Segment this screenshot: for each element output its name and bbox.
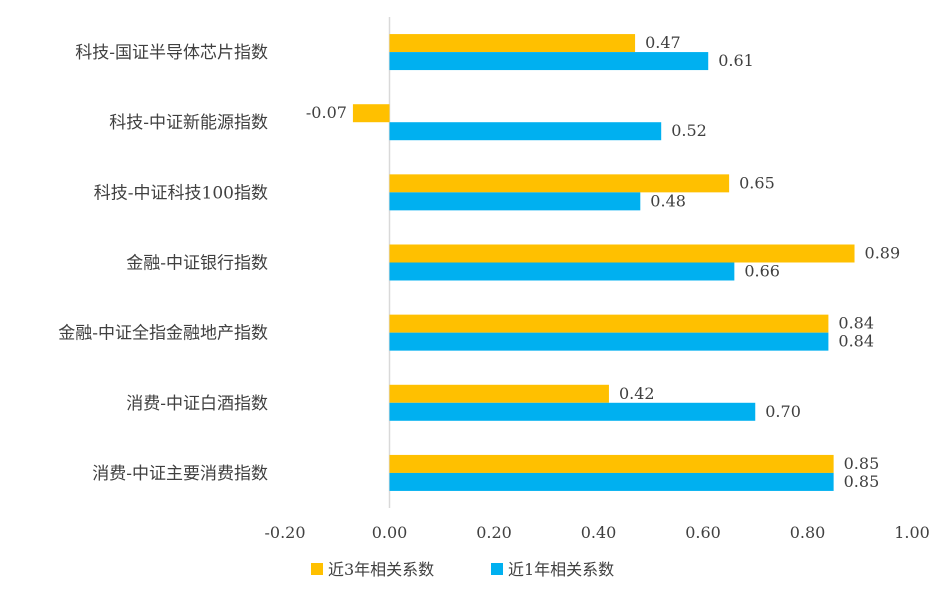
category-label: 消费-中证白酒指数 xyxy=(126,394,268,414)
x-tick-labels: -0.20 0.00 0.20 0.40 0.60 0.80 1.00 xyxy=(264,523,929,542)
data-label-series-2: 0.70 xyxy=(765,402,801,421)
category-labels: 科技-国证半导体芯片指数科技-中证新能源指数科技-中证科技100指数金融-中证银… xyxy=(58,43,268,484)
bar-series-1 xyxy=(389,384,609,403)
x-tick-label: 0.00 xyxy=(372,523,408,542)
data-label-series-1: 0.65 xyxy=(739,173,775,192)
data-label-series-2: 0.66 xyxy=(744,262,780,281)
data-label-series-1: -0.07 xyxy=(306,103,347,122)
category-label: 金融-中证全指金融地产指数 xyxy=(58,324,268,344)
data-label-series-1: 0.47 xyxy=(645,33,681,52)
data-label-series-2: 0.85 xyxy=(844,472,880,491)
category-label: 科技-国证半导体芯片指数 xyxy=(75,43,268,63)
legend: 近3年相关系数 近1年相关系数 xyxy=(311,560,614,579)
bar-series-2 xyxy=(389,192,641,211)
bar-series-1 xyxy=(352,104,390,123)
legend-label-series-2: 近1年相关系数 xyxy=(508,560,614,579)
data-label-series-2: 0.52 xyxy=(671,121,707,140)
legend-swatch-series-1 xyxy=(311,563,323,575)
data-label-series-2: 0.84 xyxy=(838,332,874,351)
bar-series-2 xyxy=(389,332,829,351)
x-tick-label: 1.00 xyxy=(894,523,930,542)
bar-series-1 xyxy=(389,174,730,193)
x-tick-label: -0.20 xyxy=(264,523,305,542)
bars-layer: 0.470.61-0.070.520.650.480.890.660.840.8… xyxy=(306,33,900,491)
category-label: 消费-中证主要消费指数 xyxy=(92,464,268,484)
data-label-series-2: 0.48 xyxy=(650,191,686,210)
bar-series-2 xyxy=(389,122,662,141)
data-label-series-1: 0.85 xyxy=(844,454,880,473)
data-label-series-1: 0.89 xyxy=(865,244,901,263)
data-label-series-2: 0.61 xyxy=(718,51,754,70)
category-label: 科技-中证新能源指数 xyxy=(109,113,268,133)
legend-item-series-1: 近3年相关系数 xyxy=(311,560,434,579)
x-tick-label: 0.20 xyxy=(476,523,512,542)
bar-series-1 xyxy=(389,454,834,473)
category-label: 科技-中证科技100指数 xyxy=(94,183,268,203)
bar-series-1 xyxy=(389,34,636,53)
bar-series-2 xyxy=(389,402,756,421)
bar-series-2 xyxy=(389,472,834,491)
category-label: 金融-中证银行指数 xyxy=(126,254,268,274)
legend-label-series-1: 近3年相关系数 xyxy=(328,560,434,579)
bar-series-1 xyxy=(389,314,829,333)
bar-series-1 xyxy=(389,244,855,263)
data-label-series-1: 0.84 xyxy=(838,314,874,333)
bar-series-2 xyxy=(389,262,735,281)
data-label-series-1: 0.42 xyxy=(619,384,655,403)
bar-series-2 xyxy=(389,52,709,71)
x-tick-label: 0.40 xyxy=(581,523,617,542)
legend-item-series-2: 近1年相关系数 xyxy=(491,560,614,579)
legend-swatch-series-2 xyxy=(491,563,503,575)
x-tick-label: 0.60 xyxy=(685,523,721,542)
x-tick-label: 0.80 xyxy=(790,523,826,542)
